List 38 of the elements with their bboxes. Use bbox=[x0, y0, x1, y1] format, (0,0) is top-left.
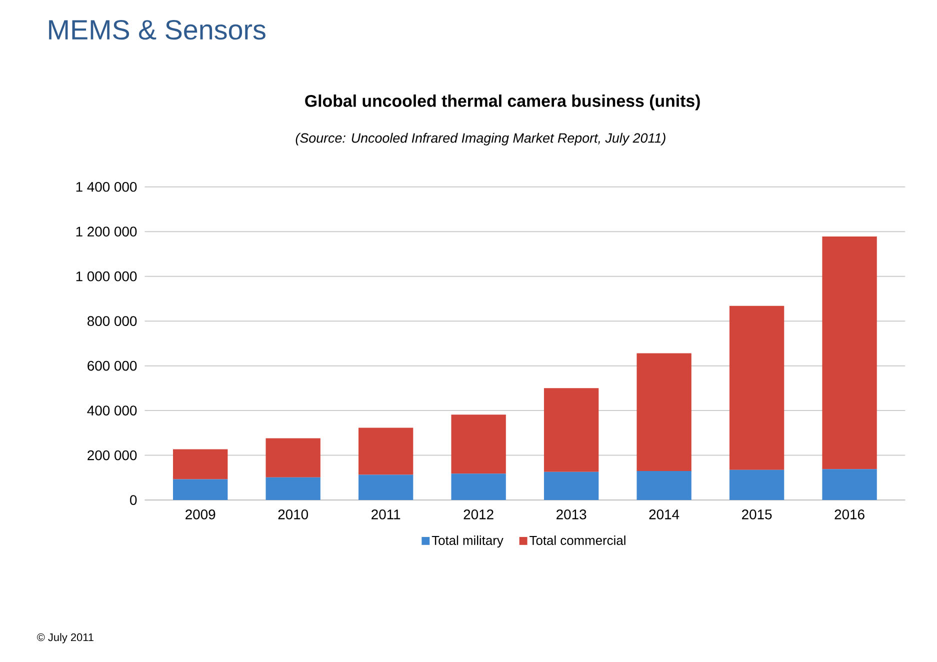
y-tick-label: 0 bbox=[130, 495, 137, 505]
y-tick-label: 1 000 000 bbox=[76, 271, 137, 282]
x-tick-label: 2011 bbox=[372, 509, 400, 520]
bar bbox=[451, 414, 506, 474]
bar bbox=[822, 236, 877, 470]
bar bbox=[358, 474, 414, 500]
y-tick-label: 800 000 bbox=[88, 316, 137, 326]
x-tick-label: 2012 bbox=[464, 509, 494, 520]
y-tick-label: 1 200 000 bbox=[76, 226, 137, 237]
bar bbox=[822, 469, 877, 500]
y-tick-label: 600 000 bbox=[88, 360, 137, 371]
bar bbox=[451, 474, 506, 500]
bar bbox=[544, 472, 599, 500]
bar bbox=[729, 470, 784, 500]
text: MEMS & Sensors bbox=[49, 20, 266, 40]
legend-label: Total commercial bbox=[530, 535, 626, 545]
chart-subtitle: (Source: Uncooled Infrared Imaging Market Report, July 2011) bbox=[296, 132, 666, 146]
y-tick-label: 1 400 000 bbox=[76, 182, 137, 192]
x-tick-label: 2016 bbox=[834, 509, 864, 520]
text: © July 2011 bbox=[37, 633, 94, 644]
legend-label: Total military bbox=[432, 535, 504, 548]
y-tick-label: 400 000 bbox=[87, 406, 137, 416]
chart-title: Global uncooled thermal camera business (units) bbox=[305, 94, 700, 110]
bar bbox=[266, 438, 320, 478]
x-tick-label: 2009 bbox=[186, 509, 216, 520]
bar bbox=[729, 306, 784, 470]
bar bbox=[173, 449, 228, 480]
x-tick-label: 2015 bbox=[742, 509, 772, 520]
bar bbox=[544, 388, 599, 472]
x-tick-label: 2013 bbox=[556, 509, 586, 520]
bar bbox=[358, 428, 414, 475]
bar bbox=[266, 477, 320, 500]
bar bbox=[173, 479, 228, 500]
x-tick-label: 2010 bbox=[278, 509, 308, 520]
bar bbox=[636, 353, 692, 471]
x-tick-label: 2014 bbox=[649, 509, 680, 520]
bar bbox=[636, 470, 692, 500]
y-tick-label: 200 000 bbox=[88, 450, 137, 460]
